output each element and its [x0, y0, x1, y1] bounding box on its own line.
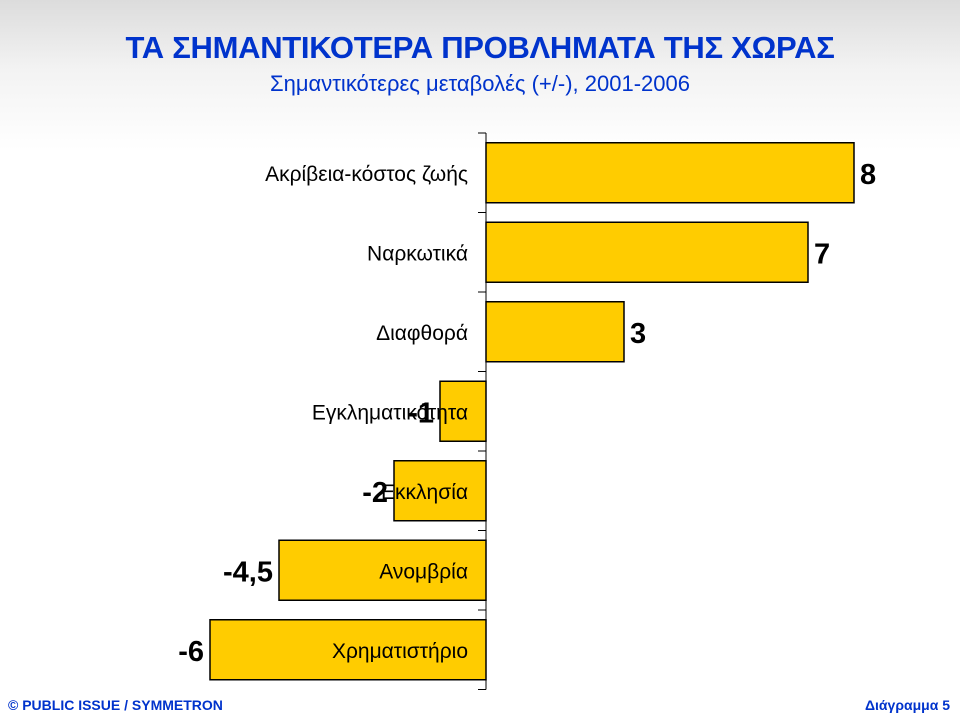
- chart-title: ΤΑ ΣΗΜΑΝΤΙΚΟΤΕΡΑ ΠΡΟΒΛΗΜΑΤΑ ΤΗΣ ΧΩΡΑΣ: [125, 30, 835, 65]
- category-label: Ακρίβεια-κόστος ζωής: [265, 163, 468, 186]
- bar: [485, 301, 625, 363]
- category-label: Ναρκωτικά: [367, 242, 468, 265]
- value-label: -1: [408, 397, 434, 429]
- footer-copyright: © PUBLIC ISSUE / SYMMETRON: [8, 697, 223, 713]
- category-label: Χρηματιστήριο: [332, 640, 468, 663]
- bar: [393, 460, 487, 522]
- category-label: Εγκληματικότητα: [312, 401, 468, 424]
- category-label: Εκκλησία: [381, 481, 468, 504]
- category-label: Ανομβρία: [379, 560, 468, 583]
- chart-subtitle: Σημαντικότερες μεταβολές (+/-), 2001-200…: [270, 71, 690, 96]
- value-label: -2: [362, 477, 388, 509]
- footer-figure-number: Διάγραμμα 5: [864, 697, 950, 713]
- bar: [209, 619, 487, 681]
- value-label: 7: [814, 238, 830, 270]
- value-label: 3: [630, 318, 646, 350]
- category-label: Διαφθορά: [376, 322, 468, 345]
- bar: [439, 380, 487, 442]
- bar: [278, 539, 487, 601]
- value-label: 8: [860, 159, 876, 191]
- value-label: -6: [178, 636, 204, 668]
- value-label: -4,5: [223, 556, 273, 588]
- bar: [485, 142, 855, 204]
- bar: [485, 221, 809, 283]
